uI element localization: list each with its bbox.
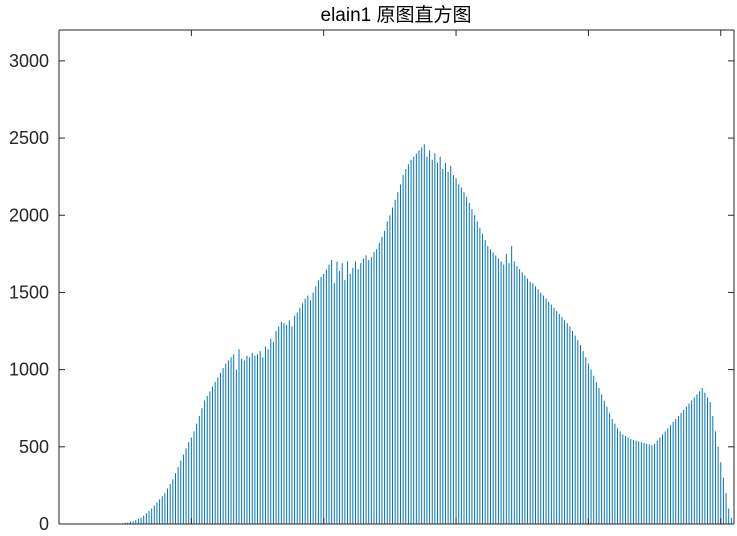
y-tick-label: 1000 xyxy=(9,360,49,380)
y-tick-label: 500 xyxy=(19,437,49,457)
axes-frame xyxy=(58,29,735,525)
plot-area xyxy=(59,30,734,524)
y-tick-label: 3000 xyxy=(9,51,49,71)
y-tick-label: 0 xyxy=(39,514,49,534)
chart-title: elain1 原图直方图 xyxy=(321,4,472,26)
y-tick-label: 1500 xyxy=(9,282,49,302)
x-ticks xyxy=(58,30,722,524)
histogram-bars xyxy=(122,144,735,524)
y-tick-label: 2500 xyxy=(9,128,49,148)
y-ticks: 0 500 1000 1500 2000 2500 3000 xyxy=(9,51,734,534)
y-tick-label: 2000 xyxy=(9,205,49,225)
